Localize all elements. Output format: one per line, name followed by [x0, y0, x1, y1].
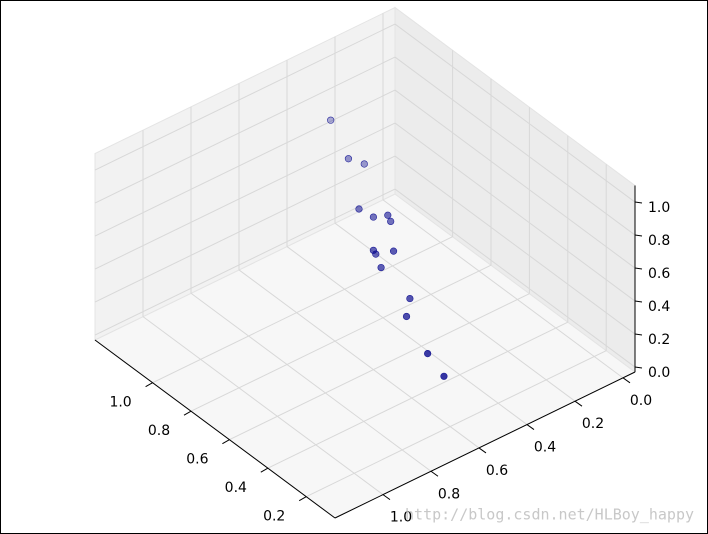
x-tick-label: 0.4	[225, 480, 247, 496]
x-tick-label: 0.2	[263, 509, 285, 525]
z-tick-label: 0.4	[648, 299, 670, 315]
grid-line	[152, 236, 453, 384]
y-tick-label: 0.4	[534, 440, 556, 456]
y-tick-mark	[478, 447, 487, 454]
grid-line	[94, 188, 396, 336]
grid-line	[394, 188, 636, 368]
grid-line	[94, 23, 396, 171]
grid-line	[190, 264, 492, 412]
z-tick-mark	[634, 267, 643, 270]
grid-line	[394, 155, 636, 335]
grid	[94, 13, 636, 498]
watermark: http://blog.csdn.net/HLBoy_happy	[405, 506, 694, 524]
point	[384, 211, 392, 219]
point	[327, 116, 335, 124]
y-tick-label: 0.2	[582, 416, 604, 432]
grid-line	[94, 89, 396, 237]
point	[387, 217, 395, 225]
x-tick-mark	[222, 439, 230, 445]
y-tick-mark	[430, 470, 439, 477]
x-tick-label: 1.0	[109, 395, 131, 411]
grid-line	[267, 321, 569, 469]
z-tick-mark	[634, 234, 643, 237]
points	[327, 116, 448, 380]
grid-line	[94, 155, 396, 303]
point	[360, 160, 368, 168]
grid-line	[305, 350, 607, 498]
y-tick-label: 1.0	[390, 510, 412, 526]
grid-line	[238, 269, 480, 449]
z-tick-mark	[634, 366, 643, 369]
point	[372, 250, 380, 258]
grid-line	[394, 56, 636, 236]
z-tick-mark	[634, 300, 643, 303]
x-tick-mark	[298, 496, 307, 502]
point	[406, 294, 414, 303]
x-axis-line	[94, 339, 336, 519]
x-tick-mark	[145, 382, 153, 388]
y-tick-mark	[574, 400, 583, 407]
point	[369, 213, 378, 221]
point	[377, 263, 385, 272]
grid-line	[94, 56, 396, 204]
z-tick-label: 0.6	[648, 266, 670, 282]
x-tick-mark	[183, 410, 192, 416]
grid-line	[394, 122, 636, 302]
axes: 0.2 0.4 0.6 0.8 1.0 0.0 0.2 0.4 0.6 0.8 1.0 0.0 0.2 0…	[94, 185, 670, 526]
point	[440, 372, 448, 380]
grid-line	[142, 316, 384, 496]
point	[389, 247, 398, 255]
grid-line	[394, 89, 636, 269]
grid-line	[190, 292, 432, 472]
grid-line	[382, 199, 624, 379]
y-tick-label: 0.8	[438, 486, 460, 502]
y-tick-label: 0.0	[630, 393, 652, 409]
point	[344, 155, 353, 163]
grid-line	[394, 23, 636, 203]
y-axis-line	[334, 371, 636, 519]
y-tick-mark	[526, 424, 535, 430]
panes	[94, 6, 636, 519]
point	[402, 312, 411, 321]
z-tick-label: 0.2	[648, 332, 670, 348]
z-tick-mark	[634, 333, 643, 336]
z-tick-label: 0.8	[648, 233, 670, 249]
grid-line	[94, 122, 396, 270]
y-tick-label: 0.6	[486, 463, 508, 479]
x-tick-label: 0.8	[148, 423, 170, 439]
z-tick-label: 0.0	[648, 365, 670, 381]
point	[424, 349, 432, 358]
x-tick-label: 0.6	[186, 452, 208, 468]
z-tick-label: 1.0	[648, 200, 670, 216]
grid-line	[229, 293, 530, 441]
x-tick-mark	[260, 467, 269, 473]
y-tick-mark	[382, 494, 391, 501]
point	[355, 205, 363, 213]
y-tick-mark	[622, 377, 631, 384]
grid-line	[286, 246, 528, 425]
z-tick-mark	[634, 201, 643, 204]
